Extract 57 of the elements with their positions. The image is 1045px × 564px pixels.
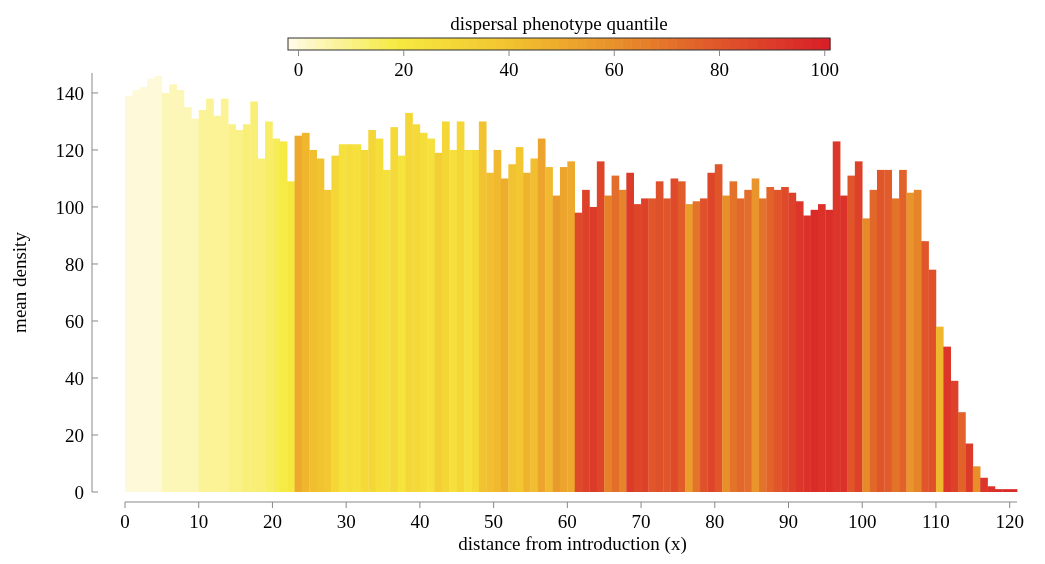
bar <box>618 189 627 492</box>
bar <box>722 195 730 492</box>
x-tick-label: 30 <box>336 511 356 532</box>
x-tick-label: 20 <box>262 511 282 532</box>
x-tick-label: 100 <box>847 511 877 532</box>
y-axis-title: mean density <box>9 231 30 333</box>
y-tick-label: 80 <box>65 253 84 275</box>
x-tick-label: 110 <box>922 511 950 532</box>
x-tick-label: 70 <box>631 511 651 532</box>
color-bar-label: 0 <box>293 59 304 80</box>
bar <box>869 189 878 492</box>
y-tick-label: 0 <box>74 481 84 503</box>
bar <box>604 195 612 492</box>
y-tick-label: 120 <box>55 139 84 161</box>
x-tick-label: 60 <box>557 511 577 532</box>
color-bar-label: 20 <box>394 59 414 80</box>
bar <box>854 161 863 492</box>
bar <box>692 201 701 492</box>
bar <box>537 138 546 492</box>
bar <box>759 198 767 492</box>
bar <box>294 135 303 492</box>
x-tick-label: 0 <box>120 511 130 532</box>
bar <box>891 198 900 492</box>
x-tick-label: 80 <box>705 511 725 532</box>
bar <box>751 178 760 492</box>
y-tick-label: 60 <box>65 310 84 332</box>
bar <box>972 466 981 492</box>
x-tick-label: 90 <box>779 511 799 532</box>
bar <box>965 443 974 492</box>
bar <box>862 218 870 492</box>
bar <box>899 169 907 492</box>
color-bar-label: 100 <box>810 59 839 80</box>
bar <box>265 121 273 492</box>
bar <box>685 204 693 492</box>
x-axis-title: distance from introduction (x) <box>458 533 687 555</box>
y-tick-label: 20 <box>65 424 84 446</box>
bar <box>935 326 944 492</box>
bar <box>958 412 966 492</box>
color-bar-label: 60 <box>604 59 624 80</box>
bar <box>545 167 553 492</box>
y-tick-label: 40 <box>65 367 84 389</box>
bar <box>272 138 281 492</box>
y-tick-label: 100 <box>55 196 84 218</box>
bar <box>913 189 922 492</box>
x-tick-label: 10 <box>189 511 209 532</box>
x-tick-label: 50 <box>484 511 504 532</box>
color-bar-label: 40 <box>499 59 519 80</box>
y-tick-label: 140 <box>55 82 84 104</box>
x-tick-label: 40 <box>410 511 430 532</box>
bar <box>847 175 856 492</box>
color-bar-title: dispersal phenotype quantile <box>450 13 668 34</box>
color-bar-label: 80 <box>710 59 729 80</box>
bar <box>906 192 915 492</box>
x-tick-label: 120 <box>995 511 1024 532</box>
bar <box>714 164 723 492</box>
bar <box>677 181 686 492</box>
bar <box>611 175 620 492</box>
